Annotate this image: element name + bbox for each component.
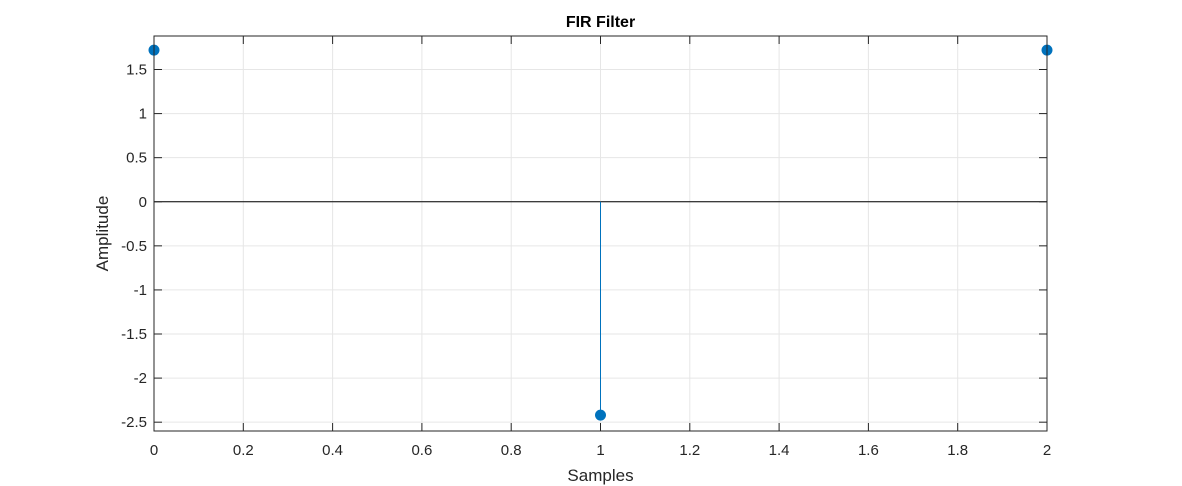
y-tick-label: 0: [139, 194, 147, 211]
y-tick-label: 1.5: [126, 62, 147, 79]
y-tick-label: -1: [134, 282, 147, 299]
x-tick-label: 0.4: [322, 442, 343, 459]
x-tick-label: 0: [150, 442, 158, 459]
tick-layer: 0 0.2 0.4 0.6 0.8 1 1.2 1.4 1.6 1.8 2 1.5 1 0.5 0 -0.5 -…: [121, 36, 1051, 459]
x-tick-label: 0.6: [411, 442, 432, 459]
y-tick-label: -1.5: [121, 326, 147, 343]
chart-title: FIR Filter: [566, 14, 635, 31]
x-tick-label: 1.6: [858, 442, 879, 459]
y-tick-label: -2: [134, 370, 147, 387]
x-tick-label: 1.8: [947, 442, 968, 459]
x-axis-title: Samples: [567, 466, 633, 485]
x-tick-label: 0.8: [501, 442, 522, 459]
stem-marker: [595, 409, 606, 421]
x-tick-label: 0.2: [233, 442, 254, 459]
y-tick-label: 0.5: [126, 150, 147, 167]
y-tick-label: -2.5: [121, 414, 147, 431]
x-tick-label: 2: [1043, 442, 1051, 459]
y-axis-title: Amplitude: [93, 196, 112, 272]
x-tick-label: 1: [596, 442, 604, 459]
x-tick-label: 1.4: [769, 442, 790, 459]
y-tick-label: -0.5: [121, 238, 147, 255]
x-tick-label: 1.2: [679, 442, 700, 459]
y-tick-label: 1: [139, 106, 147, 123]
